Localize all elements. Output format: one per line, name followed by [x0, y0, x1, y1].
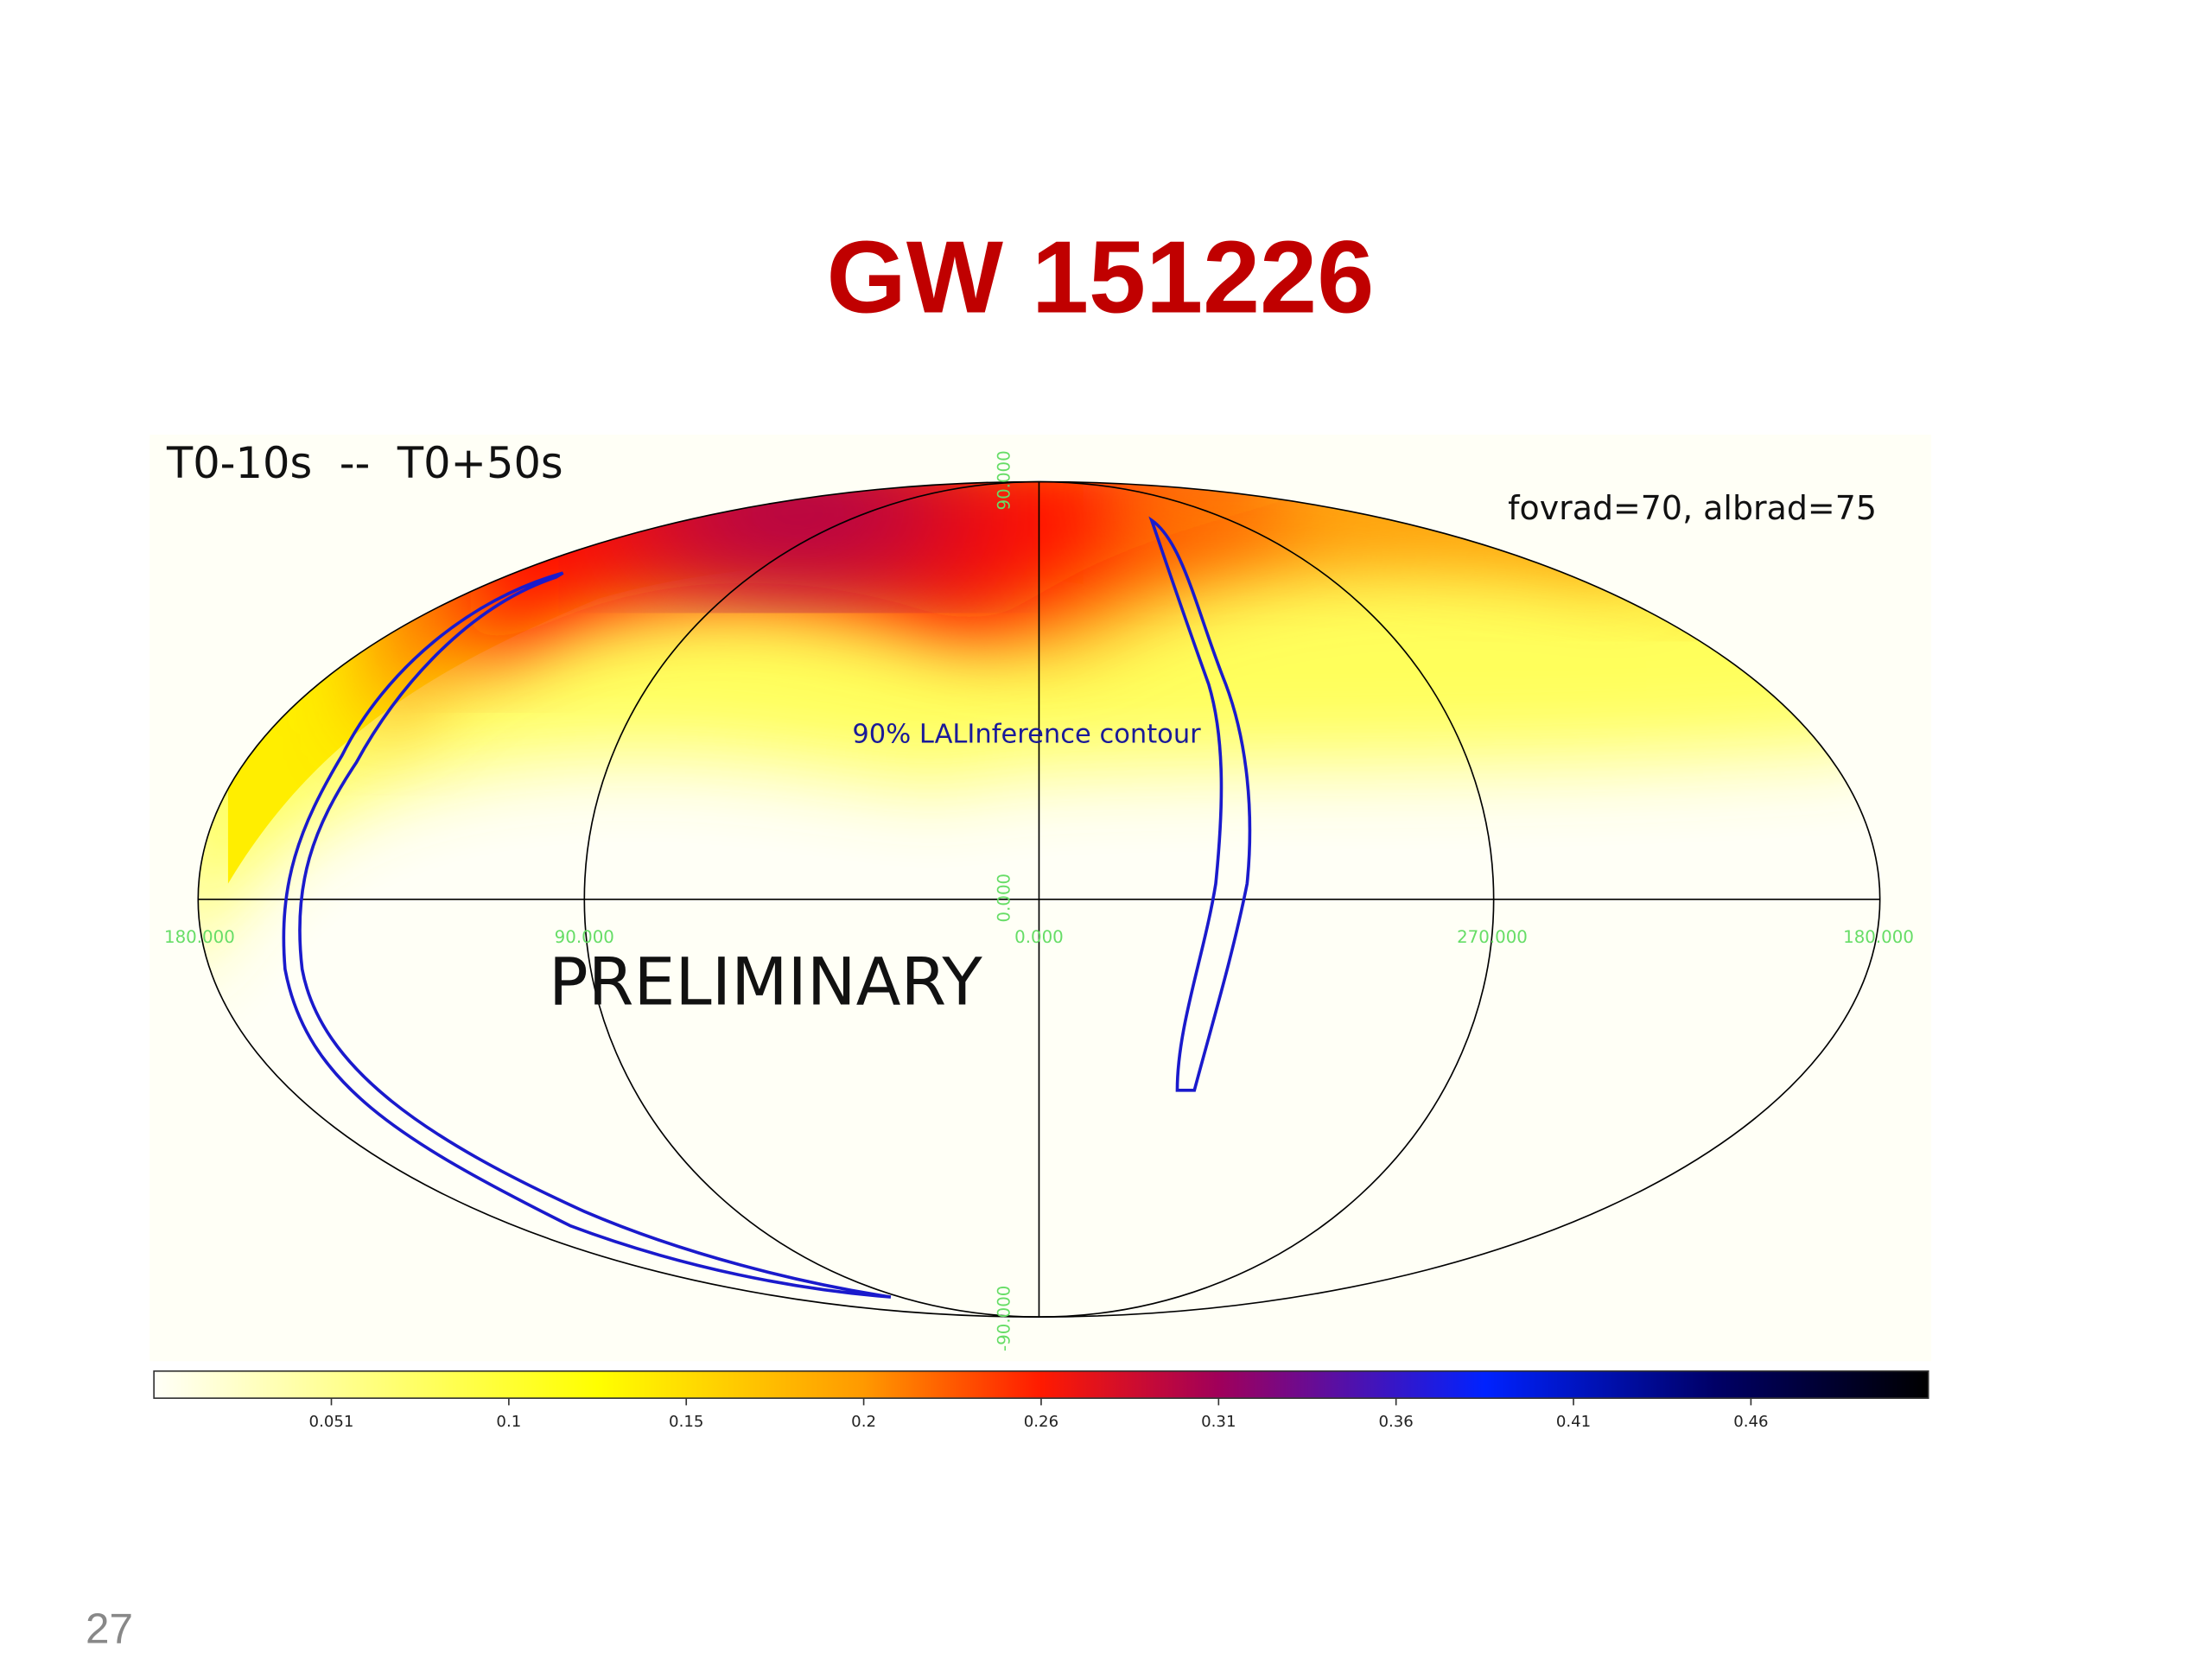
- latitude-label: 90.000: [994, 450, 1014, 510]
- colorbar-tick-label: 0.36: [1378, 1413, 1413, 1431]
- colorbar-tick-label: 0.31: [1201, 1413, 1236, 1431]
- watermark: PRELIMINARY: [549, 944, 982, 1020]
- latitude-labels: 90.000 0.000 -90.000: [994, 450, 1014, 1351]
- latitude-label: -90.000: [994, 1286, 1014, 1351]
- contour-label: 90% LALInference contour: [852, 720, 1201, 750]
- colorbar-tick-label: 0.15: [669, 1413, 703, 1431]
- colorbar-tick-label: 0.051: [309, 1413, 354, 1431]
- longitude-label: 270.000: [1457, 927, 1528, 947]
- probability-contour: [282, 516, 1252, 1299]
- latitude-label: 0.000: [994, 874, 1014, 923]
- colorbar-ticks: 0.051 0.1 0.15 0.2 0.26 0.31 0.36 0.41 0.46: [309, 1398, 1769, 1431]
- colorbar: [153, 1370, 1929, 1399]
- colorbar-tick-label: 0.26: [1024, 1413, 1058, 1431]
- page-number: 27: [86, 1605, 133, 1653]
- longitude-label: 180.000: [1843, 927, 1914, 947]
- longitude-labels: 180.000 90.000 0.000 270.000 180.000: [164, 927, 1914, 947]
- longitude-label: 0.000: [1014, 927, 1064, 947]
- longitude-label: 90.000: [555, 927, 614, 947]
- time-window: T0-10s -- T0+50s: [166, 438, 563, 488]
- colorbar-tick-label: 0.2: [851, 1413, 876, 1431]
- longitude-label: 180.000: [164, 927, 235, 947]
- colorbar-tick-label: 0.1: [496, 1413, 521, 1431]
- colorbar-tick-label: 0.46: [1733, 1413, 1768, 1431]
- colorbar-tick-label: 0.41: [1556, 1413, 1591, 1431]
- slide-title: GW 151226: [827, 219, 1375, 334]
- map-grid: [197, 480, 1881, 1318]
- parameters-label: fovrad=70, albrad=75: [1508, 489, 1877, 527]
